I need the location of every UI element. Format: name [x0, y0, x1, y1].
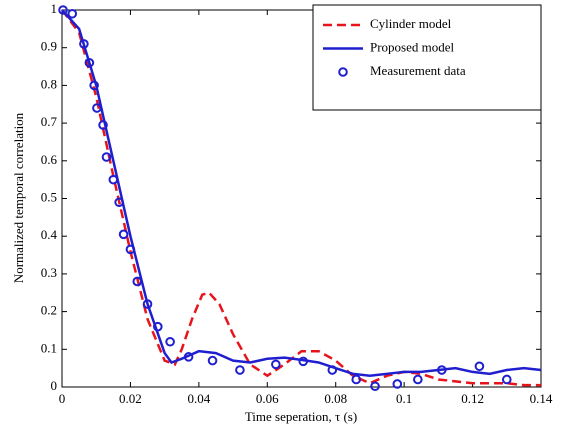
x-tick-label: 0.02: [119, 391, 142, 406]
legend: Cylinder model Proposed model Measurement …: [312, 4, 542, 111]
legend-label: Proposed model: [370, 39, 455, 54]
x-axis-label: Time seperation, τ (s): [245, 409, 357, 424]
y-tick-label: 1: [51, 1, 58, 16]
y-tick-label: 0.8: [41, 76, 57, 91]
data-point: [165, 336, 175, 347]
data-point: [327, 365, 338, 375]
data-point: [474, 361, 485, 372]
data-point: [108, 174, 119, 185]
legend-marker: [338, 67, 348, 77]
x-tick-label: 0.04: [187, 391, 210, 406]
data-point: [413, 374, 423, 385]
data-point: [132, 276, 143, 287]
data-point: [118, 229, 129, 240]
y-tick-label: 0.7: [41, 114, 58, 129]
legend-label: Measurement data: [370, 63, 466, 78]
data-point: [92, 103, 102, 113]
x-tick-label: 0.08: [324, 391, 347, 406]
y-tick-label: 0: [51, 378, 58, 393]
legend-box: [312, 4, 542, 111]
series-line: [61, 9, 542, 377]
data-point: [298, 356, 309, 367]
y-tick-label: 0.4: [41, 227, 58, 242]
legend-label: Cylinder model: [370, 16, 452, 31]
data-point: [153, 321, 163, 332]
x-tick-label: 0.1: [396, 391, 412, 406]
data-point: [392, 379, 403, 389]
x-tick-label: 0.14: [530, 391, 553, 406]
data-point: [436, 365, 447, 375]
data-point: [370, 381, 380, 392]
data-point: [89, 80, 99, 91]
y-tick-label: 0.3: [41, 265, 57, 280]
data-point: [125, 244, 136, 255]
data-point: [114, 197, 124, 208]
y-axis-label: Normalized temporal correlation: [11, 112, 26, 283]
x-tick-label: 0.06: [256, 391, 279, 406]
data-point: [98, 120, 108, 130]
data-point: [183, 352, 194, 362]
y-tick-label: 0.1: [41, 340, 57, 355]
data-point: [79, 39, 89, 49]
data-point: [207, 355, 218, 366]
y-tick-label: 0.6: [41, 152, 58, 167]
y-tick-label: 0.5: [41, 189, 57, 204]
data-point: [101, 152, 112, 162]
y-tick-label: 0.2: [41, 303, 57, 318]
data-point: [501, 374, 512, 385]
data-point: [235, 365, 245, 375]
data-point: [351, 374, 362, 385]
y-tick-label: 0.9: [41, 39, 57, 54]
data-point: [58, 5, 68, 15]
data-point: [67, 8, 78, 19]
x-tick-label: 0.12: [461, 391, 484, 406]
x-tick-label: 0: [59, 391, 66, 406]
data-point: [271, 359, 281, 370]
data-point: [84, 57, 95, 68]
data-point: [142, 299, 153, 309]
series-line: [61, 9, 541, 387]
